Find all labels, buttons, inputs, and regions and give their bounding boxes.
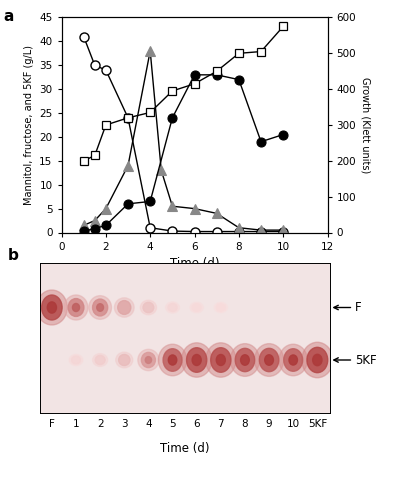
Ellipse shape: [168, 304, 177, 312]
Text: 9: 9: [266, 419, 272, 429]
Text: 3: 3: [121, 419, 127, 429]
Ellipse shape: [284, 348, 303, 372]
Y-axis label: Mannitol, fructose, and 5KF (g/L): Mannitol, fructose, and 5KF (g/L): [24, 45, 34, 205]
Ellipse shape: [313, 354, 322, 366]
Ellipse shape: [166, 302, 179, 313]
Ellipse shape: [163, 348, 182, 372]
Ellipse shape: [114, 298, 134, 317]
Ellipse shape: [192, 304, 201, 312]
Ellipse shape: [158, 344, 187, 376]
Ellipse shape: [230, 344, 260, 376]
Ellipse shape: [302, 342, 333, 378]
Ellipse shape: [241, 354, 249, 366]
Ellipse shape: [168, 355, 177, 365]
Text: 6: 6: [193, 419, 200, 429]
Ellipse shape: [279, 344, 307, 376]
Ellipse shape: [138, 350, 159, 370]
Ellipse shape: [119, 354, 130, 366]
Ellipse shape: [206, 343, 236, 377]
Text: 5KF: 5KF: [308, 419, 327, 429]
Ellipse shape: [235, 348, 254, 372]
Text: 5KF: 5KF: [355, 354, 377, 366]
Ellipse shape: [69, 354, 83, 366]
Y-axis label: Growth (Klett units): Growth (Klett units): [360, 77, 370, 173]
Ellipse shape: [93, 354, 108, 366]
Ellipse shape: [71, 356, 81, 364]
Ellipse shape: [89, 296, 112, 320]
Ellipse shape: [192, 354, 201, 366]
Text: Time (d): Time (d): [160, 442, 209, 455]
Ellipse shape: [211, 348, 231, 372]
Ellipse shape: [93, 299, 108, 316]
Ellipse shape: [181, 343, 212, 377]
Ellipse shape: [37, 290, 67, 325]
Ellipse shape: [47, 302, 56, 313]
Text: 1: 1: [73, 419, 79, 429]
Text: 8: 8: [242, 419, 248, 429]
Ellipse shape: [68, 298, 84, 316]
Ellipse shape: [145, 356, 152, 364]
Ellipse shape: [190, 302, 203, 313]
Ellipse shape: [72, 304, 79, 312]
Text: 4: 4: [145, 419, 152, 429]
Ellipse shape: [254, 344, 283, 376]
Ellipse shape: [116, 352, 133, 368]
Ellipse shape: [216, 304, 225, 311]
Ellipse shape: [216, 354, 225, 366]
Text: 10: 10: [287, 419, 300, 429]
Ellipse shape: [187, 348, 207, 372]
Text: 2: 2: [97, 419, 104, 429]
Text: 5: 5: [169, 419, 176, 429]
Ellipse shape: [289, 355, 297, 365]
Ellipse shape: [141, 352, 156, 368]
Ellipse shape: [143, 302, 154, 312]
Ellipse shape: [42, 295, 62, 320]
Ellipse shape: [259, 348, 279, 372]
Ellipse shape: [97, 304, 104, 312]
Text: F: F: [49, 419, 55, 429]
Text: b: b: [8, 248, 19, 262]
Ellipse shape: [95, 356, 105, 364]
X-axis label: Time (d): Time (d): [170, 257, 219, 270]
Ellipse shape: [307, 348, 328, 372]
Text: a: a: [3, 9, 13, 24]
Ellipse shape: [214, 302, 227, 312]
Text: 7: 7: [218, 419, 224, 429]
Text: F: F: [355, 301, 362, 314]
Ellipse shape: [64, 295, 88, 320]
Ellipse shape: [118, 300, 131, 314]
Ellipse shape: [265, 354, 274, 366]
Ellipse shape: [140, 300, 156, 315]
